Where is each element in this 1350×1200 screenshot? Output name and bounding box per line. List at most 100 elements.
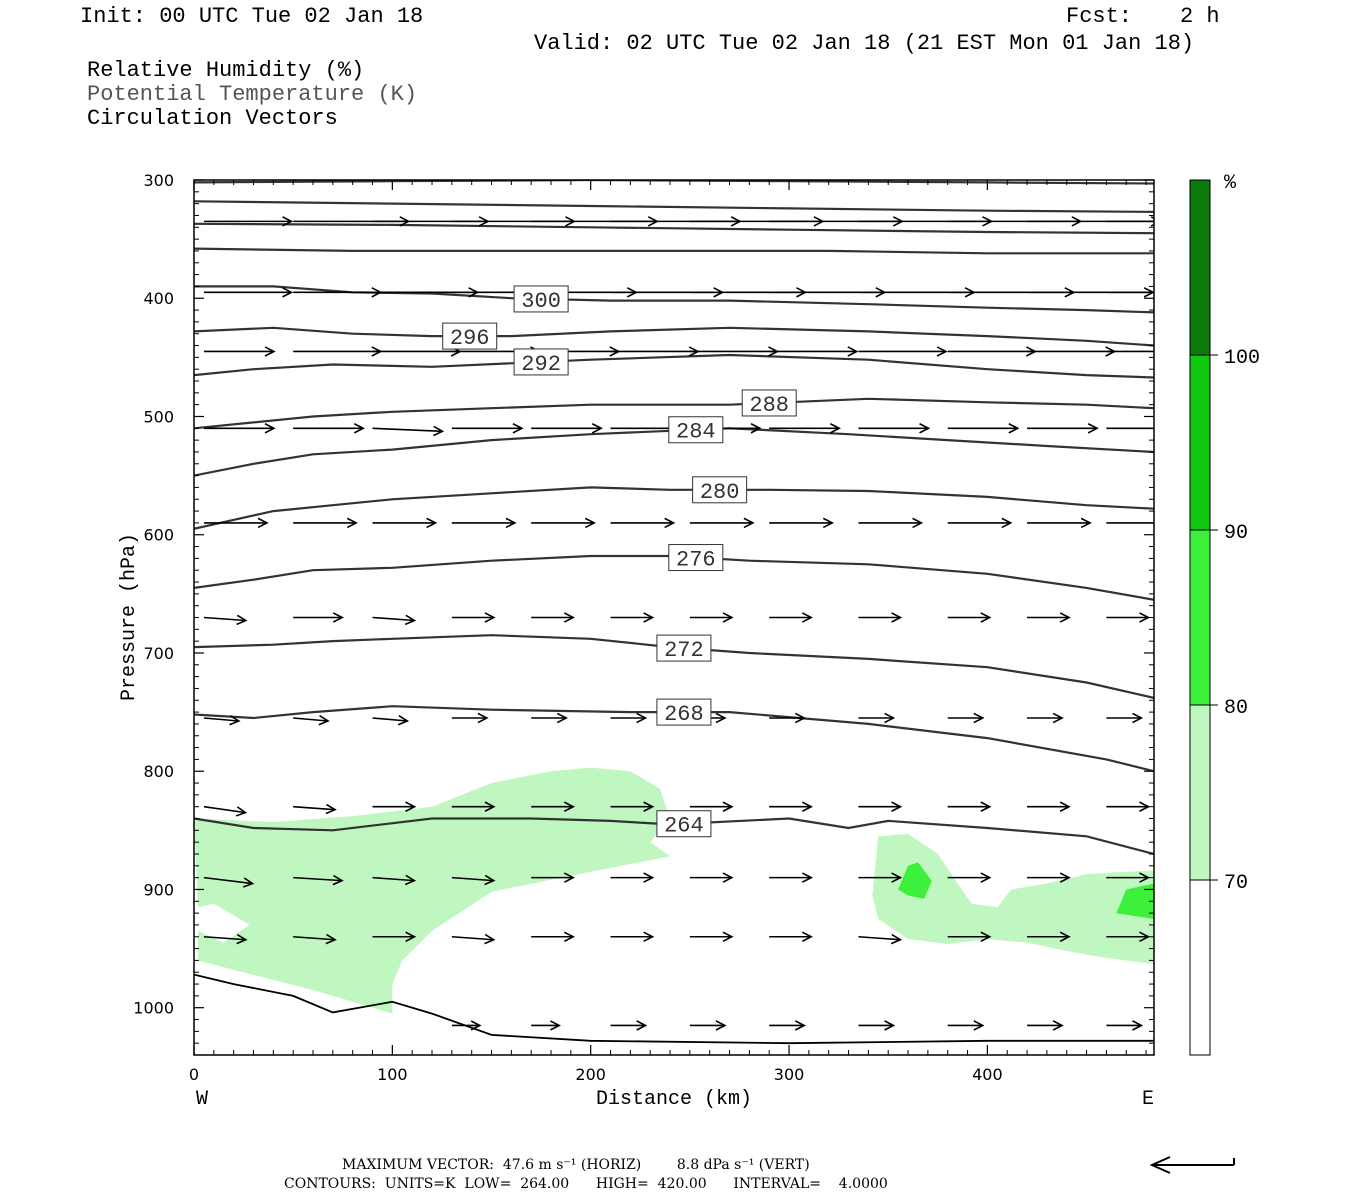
contour-label-268: 268	[656, 698, 712, 727]
theta-contour-280	[194, 486, 1154, 530]
vector-arrow	[858, 872, 903, 883]
vector-arrow	[531, 931, 575, 943]
vector-arrow	[610, 712, 648, 724]
vector-arrow	[947, 423, 1020, 434]
vector-arrow	[451, 1020, 482, 1031]
vector-arrow	[610, 931, 655, 943]
contour-label-292: 292	[513, 348, 569, 377]
vector-arrow	[947, 712, 985, 724]
vector-arrow	[203, 346, 276, 357]
vector-arrow	[947, 931, 992, 943]
colorbar-segment	[1189, 354, 1211, 531]
init-time: Init: 00 UTC Tue 02 Jan 18	[80, 4, 424, 29]
vector-arrow	[1027, 612, 1071, 623]
vector-arrow	[858, 933, 903, 945]
vector-arrow	[372, 874, 417, 886]
vector-arrow	[203, 423, 276, 434]
colorbar-unit: %	[1224, 172, 1237, 195]
vector-arrow	[1027, 423, 1099, 434]
vector-arrow	[1106, 427, 1154, 430]
vector-arrow	[1027, 712, 1064, 724]
rh-region	[1116, 883, 1154, 920]
vector-arrow	[451, 517, 517, 529]
x-end-east: E	[1142, 1088, 1154, 1111]
vector-arrow	[203, 614, 248, 626]
contour-label-276: 276	[668, 544, 724, 573]
vector-arrow	[689, 517, 755, 529]
vector-arrow	[1106, 220, 1154, 223]
theta-contour-288	[194, 397, 1154, 430]
footer-contours: CONTOURS: UNITS=K LOW= 264.00 HIGH= 420.…	[284, 1176, 888, 1192]
theta-contour-300	[194, 285, 1154, 314]
vector-arrow	[1106, 291, 1154, 294]
terrain-line	[194, 973, 1154, 1045]
vector-arrow	[531, 612, 575, 623]
vector-arrow	[689, 931, 734, 943]
legend-vectors: Circulation Vectors	[87, 106, 338, 131]
y-tick-label: 500	[143, 407, 174, 426]
colorbar-segment	[1189, 879, 1211, 1056]
theta-contour-292	[194, 353, 1154, 379]
x-tick-label: 400	[972, 1065, 1003, 1084]
y-tick-label: 900	[143, 880, 174, 899]
vector-arrow	[1027, 517, 1092, 529]
colorbar-level-label: 90	[1224, 522, 1248, 545]
contour-label-272: 272	[656, 634, 712, 663]
vector-arrow	[1027, 931, 1071, 943]
contour-label-288: 288	[741, 389, 797, 418]
vector-arrow	[1027, 346, 1117, 357]
vector-arrow	[610, 801, 655, 812]
theta-contours	[194, 180, 1154, 1045]
vector-arrow	[372, 425, 445, 437]
vector-arrow	[203, 517, 269, 529]
contour-label-280: 280	[692, 476, 748, 505]
vector-arrow	[531, 1020, 561, 1031]
vector-arrow	[203, 876, 255, 888]
x-tick-label: 100	[377, 1065, 408, 1084]
vector-arrow	[1027, 1020, 1064, 1031]
vector-arrow	[689, 801, 734, 812]
vector-arrow	[689, 1020, 727, 1031]
vector-arrow	[610, 517, 676, 529]
vector-arrow	[610, 1020, 648, 1031]
vector-arrow	[1106, 522, 1154, 524]
vector-arrow	[372, 931, 417, 943]
vector-arrow	[1027, 872, 1071, 883]
vector-arrow	[858, 712, 896, 724]
svg-text:300: 300	[521, 289, 561, 314]
vector-arrow	[610, 872, 655, 883]
vector-arrow	[203, 715, 241, 726]
fcst-label: Fcst:	[1066, 4, 1133, 29]
footer-max-vector: MAXIMUM VECTOR: 47.6 m s⁻¹ (HORIZ) 8.8 d…	[342, 1157, 810, 1173]
svg-text:280: 280	[700, 480, 740, 505]
vector-arrow	[769, 801, 813, 812]
vector-arrow	[1106, 931, 1151, 943]
y-tick-label: 700	[143, 644, 174, 663]
y-tick-label: 300	[143, 171, 174, 190]
y-tick-label: 400	[143, 289, 174, 308]
colorbar-segment	[1189, 529, 1211, 706]
vector-arrow	[858, 1020, 896, 1031]
vector-arrow	[769, 872, 813, 883]
vector-arrow	[293, 803, 337, 815]
rh-region	[872, 833, 1154, 964]
colorbar-level-label: 70	[1224, 872, 1248, 895]
vector-arrow	[769, 712, 806, 724]
vector-arrow	[769, 517, 834, 529]
vector-arrow	[769, 1020, 806, 1031]
svg-text:272: 272	[664, 638, 704, 663]
svg-text:268: 268	[664, 702, 704, 727]
vector-arrow	[1027, 801, 1071, 812]
vector-arrow	[372, 801, 417, 812]
vector-arrow	[531, 872, 575, 883]
vector-arrow	[451, 933, 496, 945]
theta-contour-304	[194, 247, 1154, 255]
vector-arrow	[769, 423, 841, 434]
vector-arrow	[293, 715, 330, 726]
max-vector-arrow-icon	[1149, 1156, 1235, 1174]
vector-arrow	[531, 517, 596, 529]
axes: 300 400 500 600 700 800 900 1000 0 100 200 300 400	[133, 171, 1154, 1084]
vector-arrow	[1106, 612, 1151, 623]
colorbar-segment	[1189, 179, 1211, 356]
